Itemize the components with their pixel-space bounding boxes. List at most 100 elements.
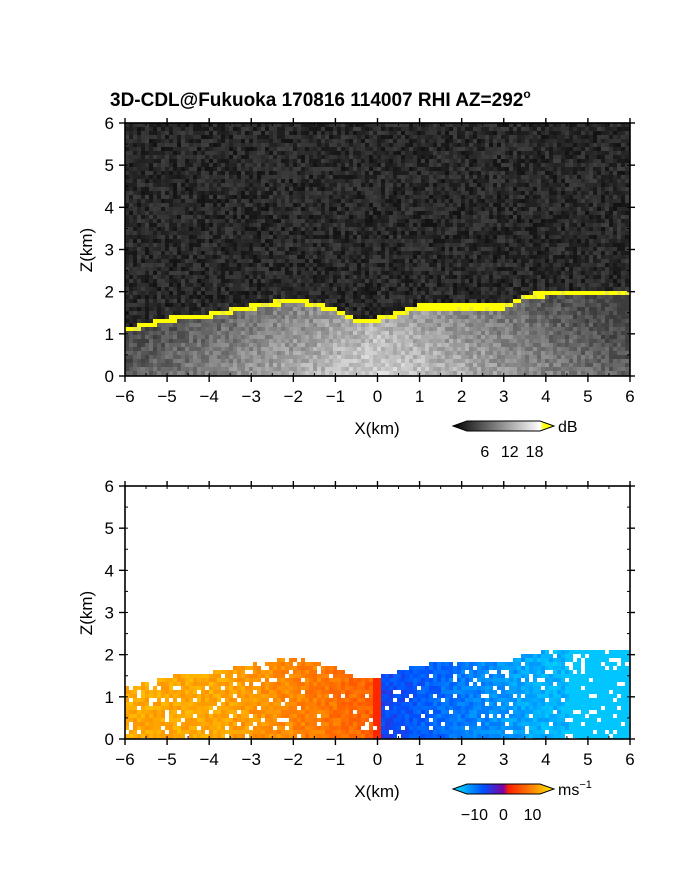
intensity-cell [309, 283, 313, 287]
intensity-cell [429, 183, 433, 187]
intensity-cell [233, 211, 237, 215]
intensity-cell [321, 299, 325, 303]
intensity-cell [253, 307, 257, 311]
intensity-cell [365, 239, 369, 243]
intensity-cell [413, 135, 417, 139]
intensity-cell [233, 351, 237, 355]
intensity-cell [185, 267, 189, 271]
intensity-cell [345, 123, 349, 127]
intensity-cell [129, 319, 133, 323]
intensity-cell [157, 187, 161, 191]
intensity-cell [213, 283, 217, 287]
intensity-cell [157, 131, 161, 135]
intensity-cell [345, 211, 349, 215]
intensity-cell [409, 351, 413, 355]
intensity-cell [165, 227, 169, 231]
intensity-cell [129, 227, 133, 231]
intensity-cell [421, 351, 425, 355]
intensity-field [125, 123, 630, 376]
intensity-cell [237, 367, 241, 371]
intensity-cell [329, 279, 333, 283]
intensity-cell [137, 211, 141, 215]
intensity-cell [237, 267, 241, 271]
intensity-cell [145, 235, 149, 239]
intensity-cell [237, 215, 241, 219]
intensity-cell [241, 159, 245, 163]
intensity-cell [365, 131, 369, 135]
intensity-cell [261, 147, 265, 151]
intensity-cell [309, 291, 313, 295]
intensity-cell [337, 247, 341, 251]
intensity-cell [225, 195, 229, 199]
intensity-cell [217, 367, 221, 371]
intensity-cell [213, 227, 217, 231]
intensity-cell [417, 155, 421, 159]
intensity-cell [181, 283, 185, 287]
intensity-cell [161, 131, 165, 135]
intensity-cell [249, 191, 253, 195]
intensity-cell [249, 215, 253, 219]
intensity-cell [329, 359, 333, 363]
intensity-cell [209, 259, 213, 263]
intensity-cell [405, 163, 409, 167]
intensity-cell [197, 223, 201, 227]
intensity-cell [433, 167, 437, 171]
intensity-cell [397, 167, 401, 171]
intensity-cell [301, 355, 305, 359]
intensity-cell [433, 283, 437, 287]
intensity-cell [257, 179, 261, 183]
intensity-cell [241, 191, 245, 195]
intensity-cell [129, 199, 133, 203]
intensity-cell [237, 355, 241, 359]
intensity-cell [289, 163, 293, 167]
intensity-cell [205, 155, 209, 159]
intensity-cell [269, 147, 273, 151]
intensity-cell [145, 139, 149, 143]
intensity-cell [301, 147, 305, 151]
intensity-cell [141, 275, 145, 279]
intensity-cell [325, 239, 329, 243]
intensity-cell [129, 207, 133, 211]
intensity-cell [413, 187, 417, 191]
intensity-cell [357, 183, 361, 187]
intensity-cell [265, 195, 269, 199]
intensity-cell [433, 331, 437, 335]
intensity-cell [205, 283, 209, 287]
intensity-cell [153, 331, 157, 335]
intensity-cell [229, 255, 233, 259]
intensity-cell [373, 183, 377, 187]
intensity-cell [173, 139, 177, 143]
intensity-cell [341, 291, 345, 295]
intensity-cell [221, 319, 225, 323]
intensity-cell [225, 251, 229, 255]
intensity-cell [245, 139, 249, 143]
intensity-cell [337, 243, 341, 247]
intensity-cell [389, 271, 393, 275]
intensity-cell [137, 255, 141, 259]
intensity-cell [189, 143, 193, 147]
intensity-cell [417, 291, 421, 295]
intensity-cell [361, 331, 365, 335]
intensity-cell [137, 263, 141, 267]
intensity-cell [385, 371, 389, 375]
intensity-cell [189, 251, 193, 255]
intensity-cell [221, 123, 225, 127]
intensity-cell [185, 231, 189, 235]
intensity-cell [337, 155, 341, 159]
intensity-cell [349, 291, 353, 295]
intensity-cell [133, 163, 137, 167]
intensity-cell [233, 283, 237, 287]
intensity-cell [233, 251, 237, 255]
intensity-cell [365, 163, 369, 167]
intensity-cell [205, 251, 209, 255]
intensity-cell [313, 167, 317, 171]
intensity-cell [133, 279, 137, 283]
intensity-cell [225, 211, 229, 215]
intensity-cell [365, 155, 369, 159]
intensity-cell [341, 331, 345, 335]
intensity-cell [213, 315, 217, 319]
intensity-cell [153, 359, 157, 363]
intensity-cell [277, 239, 281, 243]
intensity-cell [321, 195, 325, 199]
intensity-cell [365, 279, 369, 283]
